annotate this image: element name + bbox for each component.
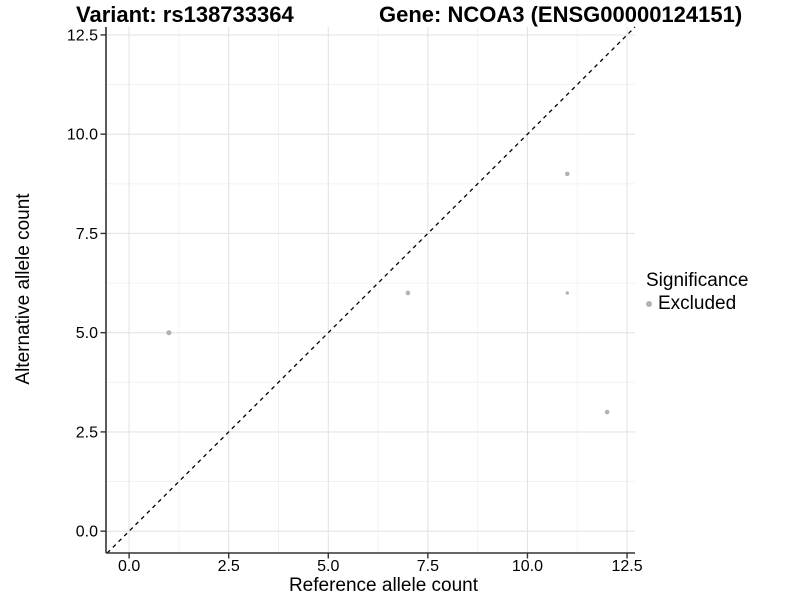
x-tick-label: 10.0 <box>512 558 543 575</box>
x-tick-label: 7.5 <box>417 558 439 575</box>
identity-line <box>106 26 636 554</box>
gene-title: Gene: NCOA3 (ENSG00000124151) <box>379 2 743 27</box>
legend-item-label: Excluded <box>658 293 737 314</box>
variant-title: Variant: rs138733364 <box>76 2 294 27</box>
x-tick-label: 0.0 <box>118 558 140 575</box>
y-tick-label: 10.0 <box>67 127 98 144</box>
data-point <box>565 291 569 295</box>
y-tick-label: 2.5 <box>76 424 98 441</box>
x-tick-label: 12.5 <box>611 558 642 575</box>
x-tick-label: 2.5 <box>218 558 240 575</box>
data-point <box>166 330 172 336</box>
data-point <box>564 171 570 177</box>
y-tick-label: 7.5 <box>76 226 98 243</box>
legend: Significance Excluded <box>646 270 748 315</box>
x-tick-label: 5.0 <box>317 558 339 575</box>
legend-item-excluded: Excluded <box>646 293 748 315</box>
y-tick-label: 0.0 <box>76 524 98 541</box>
x-axis-title: Reference allele count <box>288 575 479 596</box>
data-point <box>604 409 610 415</box>
legend-point-icon <box>646 301 652 307</box>
y-axis-title: Alternative allele count <box>13 193 34 385</box>
data-point <box>405 290 411 296</box>
y-tick-label: 12.5 <box>67 27 98 44</box>
y-tick-label: 5.0 <box>76 325 98 342</box>
legend-title: Significance <box>646 270 749 291</box>
